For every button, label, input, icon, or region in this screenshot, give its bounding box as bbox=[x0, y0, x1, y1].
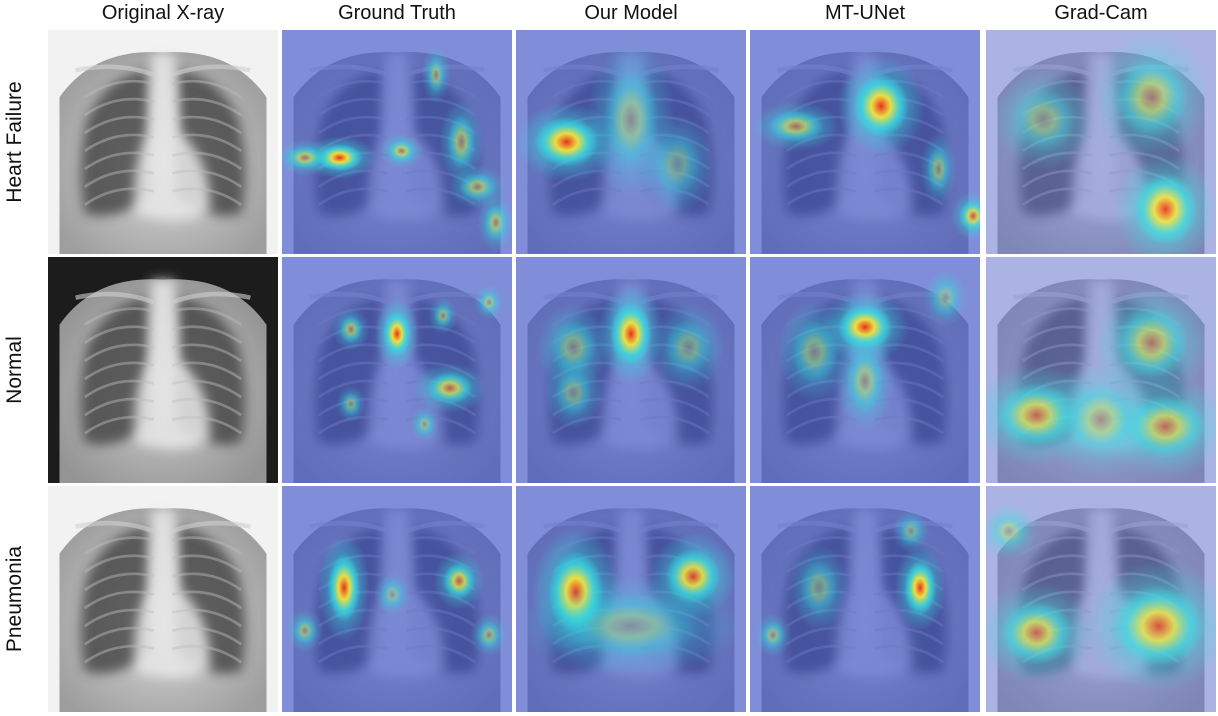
heatmap-hotspot bbox=[800, 560, 838, 615]
heatmap-hotspot bbox=[761, 621, 785, 649]
image-heart-failure-original bbox=[48, 30, 278, 254]
heatmap-hotspot bbox=[927, 146, 951, 192]
heatmap-hotspot bbox=[328, 553, 361, 622]
heatmap-hotspot bbox=[484, 204, 508, 241]
heatmap-hotspot bbox=[1114, 306, 1189, 380]
heatmap-hotspot bbox=[846, 349, 884, 413]
col-header-our-model: Our Model bbox=[584, 2, 678, 24]
row-label-pneumonia: Pneumonia bbox=[0, 486, 30, 712]
image-heart-failure-our-model bbox=[516, 30, 746, 254]
row-label-text: Heart Failure bbox=[3, 81, 26, 203]
heatmap-hotspot bbox=[383, 311, 411, 357]
image-normal-ground-truth bbox=[282, 257, 512, 483]
heatmap-hotspot bbox=[341, 392, 361, 416]
col-header-grad-cam: Grad-Cam bbox=[1054, 2, 1148, 24]
heatmap-hotspot bbox=[433, 304, 453, 328]
heatmap-hotspot bbox=[426, 56, 446, 93]
heatmap-hotspot bbox=[426, 372, 473, 404]
row-label-text: Pneumonia bbox=[3, 545, 26, 653]
heatmap-hotspot bbox=[610, 302, 652, 366]
heatmap-hotspot bbox=[562, 594, 700, 658]
row-label-text: Normal bbox=[3, 336, 26, 404]
heatmap-hotspot bbox=[853, 74, 909, 138]
image-pneumonia-original bbox=[48, 486, 278, 712]
heatmap-hotspot bbox=[1112, 585, 1205, 667]
col-header-ground-truth: Ground Truth bbox=[338, 2, 456, 24]
image-normal-grad-cam bbox=[986, 257, 1216, 483]
col-header-original: Original X-ray bbox=[101, 2, 225, 24]
image-heart-failure-grad-cam bbox=[986, 30, 1216, 254]
heatmap-hotspot bbox=[999, 601, 1074, 665]
heatmap-hotspot bbox=[791, 320, 838, 384]
heatmap-hotspot bbox=[443, 562, 476, 599]
heatmap-hotspot bbox=[1011, 88, 1076, 151]
row-label-normal: Normal bbox=[0, 257, 30, 483]
heatmap-hotspot bbox=[459, 173, 496, 201]
heatmap-hotspot bbox=[387, 139, 416, 163]
heatmap-hotspot bbox=[534, 117, 599, 167]
heatmap-hotspot bbox=[654, 133, 700, 196]
image-pneumonia-ground-truth bbox=[282, 486, 512, 712]
heatmap-hotspot bbox=[904, 560, 937, 615]
heatmap-hotspot bbox=[990, 513, 1028, 550]
image-normal-original bbox=[48, 257, 278, 483]
heatmap-hotspot bbox=[339, 315, 363, 343]
row-label-heart-failure: Heart Failure bbox=[0, 30, 30, 254]
heatmap-hotspot bbox=[555, 370, 592, 416]
heatmap-hotspot bbox=[477, 621, 501, 649]
heatmap-hotspot bbox=[665, 320, 712, 375]
image-heart-failure-ground-truth bbox=[282, 30, 512, 254]
heatmap-hotspot bbox=[1114, 56, 1189, 138]
heatmap-hotspot bbox=[931, 279, 960, 316]
image-normal-mt-unet bbox=[750, 257, 980, 483]
heatmap-hotspot bbox=[479, 290, 499, 314]
heatmap-hotspot bbox=[415, 412, 434, 436]
heatmap-hotspot bbox=[959, 200, 980, 232]
image-normal-our-model bbox=[516, 257, 746, 483]
col-header-mt-unet: MT-UNet bbox=[825, 2, 905, 24]
heatmap-hotspot bbox=[380, 580, 404, 609]
heatmap-hotspot bbox=[286, 146, 324, 169]
heatmap-hotspot bbox=[1133, 173, 1198, 246]
heatmap-hotspot bbox=[899, 517, 923, 545]
image-pneumonia-our-model bbox=[516, 486, 746, 712]
image-heart-failure-mt-unet bbox=[750, 30, 980, 254]
heatmap-hotspot bbox=[293, 617, 317, 645]
image-pneumonia-mt-unet bbox=[750, 486, 980, 712]
heatmap-hotspot bbox=[447, 115, 476, 169]
image-pneumonia-grad-cam bbox=[986, 486, 1216, 712]
heatmap-hotspot bbox=[768, 110, 824, 142]
heatmap-hotspot bbox=[1064, 383, 1138, 456]
